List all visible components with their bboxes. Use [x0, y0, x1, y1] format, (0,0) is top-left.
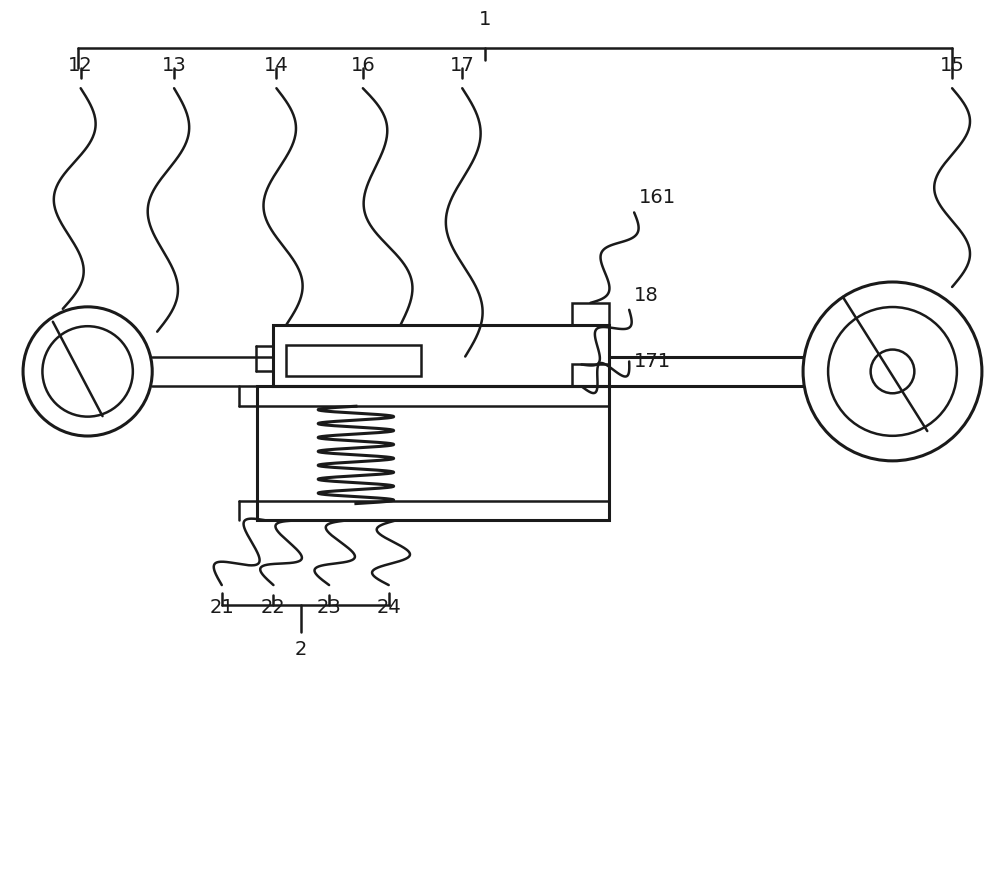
Text: 23: 23	[317, 598, 341, 617]
Bar	[572, 303, 609, 325]
Text: 22: 22	[261, 598, 286, 617]
Text: 15: 15	[940, 56, 965, 75]
Text: 12: 12	[68, 56, 93, 75]
Bar	[257, 386, 609, 520]
Text: 2: 2	[295, 639, 307, 659]
Text: 161: 161	[639, 188, 676, 208]
Bar	[273, 325, 609, 386]
Text: 1: 1	[479, 10, 491, 29]
Text: 14: 14	[264, 56, 289, 75]
Text: 13: 13	[162, 56, 186, 75]
Bar	[572, 364, 609, 386]
Text: 24: 24	[376, 598, 401, 617]
Bar	[286, 344, 421, 377]
Text: 17: 17	[450, 56, 475, 75]
Text: 21: 21	[209, 598, 234, 617]
Text: 16: 16	[351, 56, 375, 75]
Text: 171: 171	[634, 351, 671, 371]
Text: 18: 18	[634, 286, 659, 305]
